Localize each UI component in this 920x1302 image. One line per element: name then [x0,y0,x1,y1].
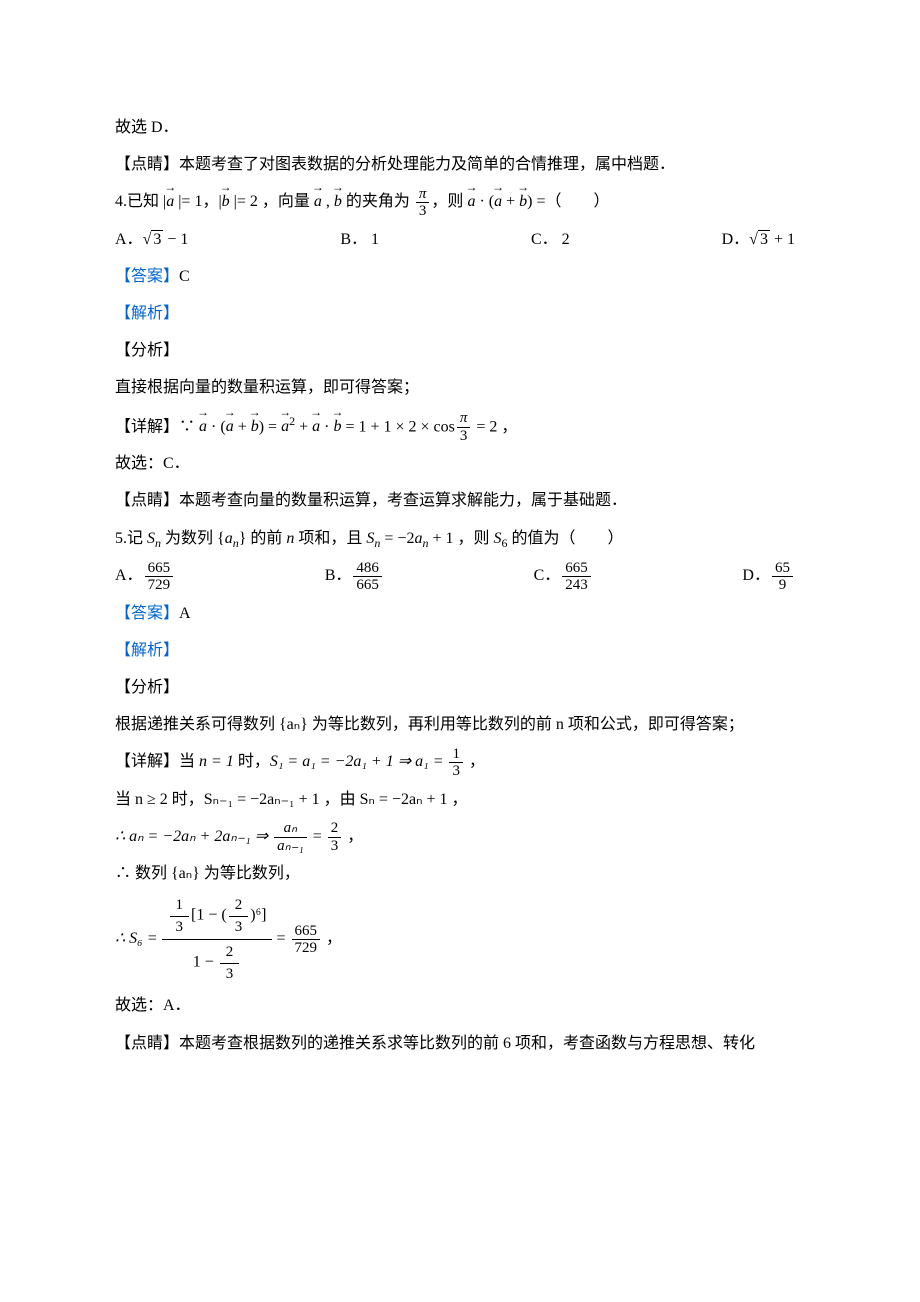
q4-option-a: A．3 − 1 [115,222,188,257]
q3-dianjing: 【点睛】本题考查了对图表数据的分析处理能力及简单的合情推理，属中档题． [115,147,805,182]
question-5: 5.记 Sn 为数列 {an} 的前 n 项和，且 Sn = −2an + 1 … [115,521,805,557]
q3-conclusion: 故选 D． [115,110,805,145]
q5-option-a: A．665729 [115,558,175,593]
q5-xj-line3: ∴ aₙ = −2aₙ + 2aₙ₋₁ ⇒ aₙaₙ₋₁ = 23 ， [115,819,805,854]
q5-fenxi-label: 【分析】 [115,670,805,705]
q5-guxuan: 故选：A． [115,988,805,1023]
q4-xiangjie: 【详解】∵ a · (a + b) = a2 + a · b = 1 + 1 ×… [115,408,805,445]
q5-options: A．665729 B．486665 C．665243 D．659 [115,558,795,593]
q4-option-d: D．3 + 1 [722,222,795,257]
q5-xj-line1: 【详解】当 n = 1 时，S₁ = a₁ = −2a₁ + 1 ⇒ a₁ = … [115,744,805,779]
q5-option-b: B．486665 [325,558,384,593]
q5-xj-line5: ∴ S₆ = 13[1 − (23)⁶] 1 − 23 = 665729 ， [115,893,805,986]
q4-fenxi-label: 【分析】 [115,333,805,368]
q5-jiexi: 【解析】 [115,633,805,668]
q5-dianjing: 【点睛】本题考查根据数列的递推关系求等比数列的前 6 项和，考查函数与方程思想、… [115,1026,805,1061]
big-fraction: 13[1 − (23)⁶] 1 − 23 [162,893,273,986]
q4-dianjing: 【点睛】本题考查向量的数量积运算，考查运算求解能力，属于基础题． [115,483,805,518]
q4-jiexi: 【解析】 [115,296,805,331]
fraction: π3 [416,186,430,220]
q5-option-d: D．659 [742,558,795,593]
q5-answer: 【答案】A [115,596,805,631]
q4-option-b: B． 1 [340,222,379,257]
q5-xj-line4: ∴ 数列 {aₙ} 为等比数列， [115,856,805,891]
question-4: 4.已知 |a |= 1，|b |= 2 ，向量 a , b 的夹角为 π3，则… [115,184,805,219]
q5-xj-line2: 当 n ≥ 2 时，Sₙ₋₁ = −2aₙ₋₁ + 1 ，由 Sₙ = −2aₙ… [115,782,805,817]
q4-guxuan: 故选：C． [115,446,805,481]
vec-a-icon: a [166,184,174,219]
q4-option-c: C． 2 [531,222,570,257]
q4-options: A．3 − 1 B． 1 C． 2 D．3 + 1 [115,222,795,257]
q5-fenxi-text: 根据递推关系可得数列 {aₙ} 为等比数列，再利用等比数列的前 n 项和公式，即… [115,707,805,742]
vec-b-icon: b [222,184,230,219]
q5-option-c: C．665243 [534,558,593,593]
q4-answer: 【答案】C [115,259,805,294]
q4-fenxi-text: 直接根据向量的数量积运算，即可得答案； [115,370,805,405]
